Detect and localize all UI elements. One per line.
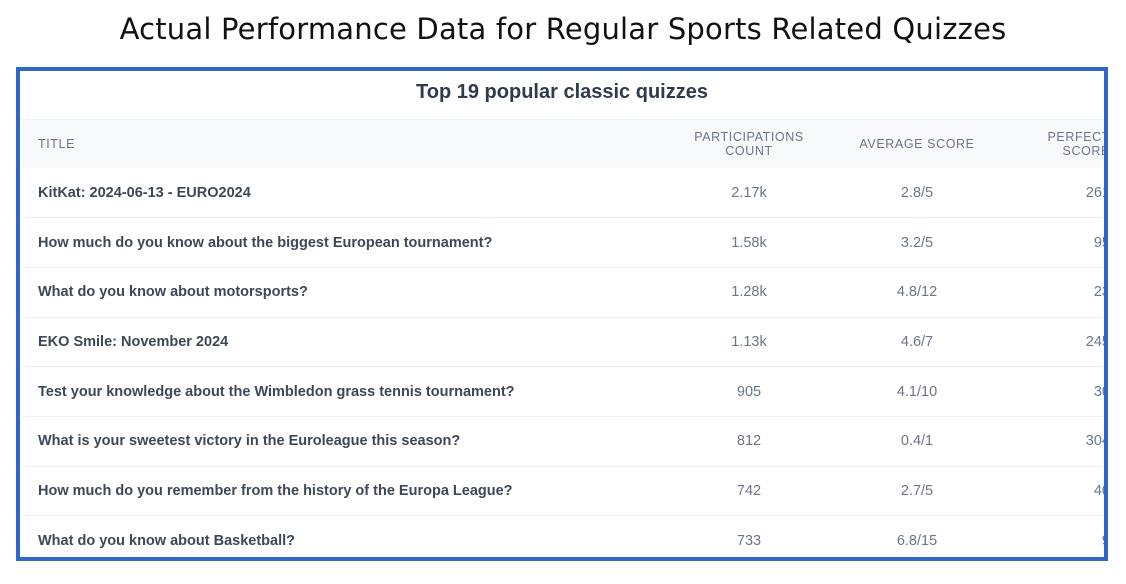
quiz-title[interactable]: What is your sweetest victory in the Eur… — [38, 433, 461, 450]
quiz-stats-card: Top 19 popular classic quizzes TITLE PAR… — [16, 67, 1108, 561]
table-row[interactable]: EKO Smile: November 2024 1.13k 4.6/7 245 — [22, 317, 1108, 367]
participations-count: 905 — [736, 383, 762, 400]
column-header-perfect-score[interactable]: PERFECT SCORE — [1047, 130, 1108, 158]
column-header-average-score[interactable]: AVERAGE SCORE — [859, 137, 975, 151]
average-score: 4.6/7 — [900, 333, 934, 350]
table-header-row: TITLE PARTICIPATIONS COUNT AVERAGE SCORE… — [22, 120, 1108, 168]
table-row[interactable]: What do you know about Basketball? 733 6… — [22, 516, 1104, 557]
quiz-title[interactable]: What do you know about Basketball? — [38, 532, 295, 549]
average-score: 2.8/5 — [900, 184, 934, 201]
table-row[interactable]: Test your knowledge about the Wimbledon … — [22, 367, 1104, 417]
perfect-score: 261 — [1085, 184, 1108, 201]
table-row[interactable]: What do you know about motorsports? 1.28… — [22, 267, 1104, 318]
average-score: 6.8/15 — [896, 532, 938, 549]
quiz-title[interactable]: How much do you remember from the histor… — [38, 482, 513, 499]
quiz-table: TITLE PARTICIPATIONS COUNT AVERAGE SCORE… — [22, 120, 1108, 557]
participations-count: 2.17k — [731, 184, 767, 201]
perfect-score: 40 — [1093, 482, 1104, 499]
participations-count: 742 — [736, 482, 762, 499]
average-score: 3.2/5 — [900, 234, 934, 251]
perfect-score: 245 — [1085, 333, 1108, 350]
perfect-score: 9 — [992, 516, 1104, 557]
participations-count: 1.58k — [731, 234, 767, 251]
quiz-title[interactable]: KitKat: 2024-06-13 - EURO2024 — [38, 184, 251, 201]
perfect-score: 95 — [1093, 234, 1104, 251]
page-heading: Actual Performance Data for Regular Spor… — [119, 12, 1007, 46]
perfect-score: 30 — [1093, 383, 1104, 400]
average-score: 0.4/1 — [900, 433, 934, 450]
table-row[interactable]: KitKat: 2024-06-13 - EURO2024 2.17k 2.8/… — [22, 168, 1108, 218]
average-score: 4.1/10 — [896, 383, 938, 400]
quiz-title[interactable]: How much do you know about the biggest E… — [38, 234, 493, 251]
average-score: 2.7/5 — [900, 482, 934, 499]
participations-count: 1.28k — [731, 284, 767, 301]
participations-count: 812 — [736, 433, 762, 450]
quiz-title[interactable]: Test your knowledge about the Wimbledon … — [38, 383, 515, 400]
table-row[interactable]: How much do you remember from the histor… — [22, 466, 1104, 516]
table-row[interactable]: What is your sweetest victory in the Eur… — [22, 416, 1108, 467]
card-title: Top 19 popular classic quizzes — [20, 71, 1104, 120]
column-header-participations[interactable]: PARTICIPATIONS COUNT — [694, 130, 804, 158]
participations-count: 1.13k — [731, 333, 767, 350]
participations-count: 733 — [736, 532, 762, 549]
column-header-title[interactable]: TITLE — [38, 137, 76, 151]
table-row[interactable]: How much do you know about the biggest E… — [22, 218, 1104, 268]
quiz-title[interactable]: What do you know about motorsports? — [38, 284, 308, 301]
perfect-score: 304 — [1085, 433, 1108, 450]
average-score: 4.8/12 — [896, 284, 938, 301]
perfect-score: 23 — [1093, 284, 1104, 301]
quiz-title[interactable]: EKO Smile: November 2024 — [38, 333, 229, 350]
